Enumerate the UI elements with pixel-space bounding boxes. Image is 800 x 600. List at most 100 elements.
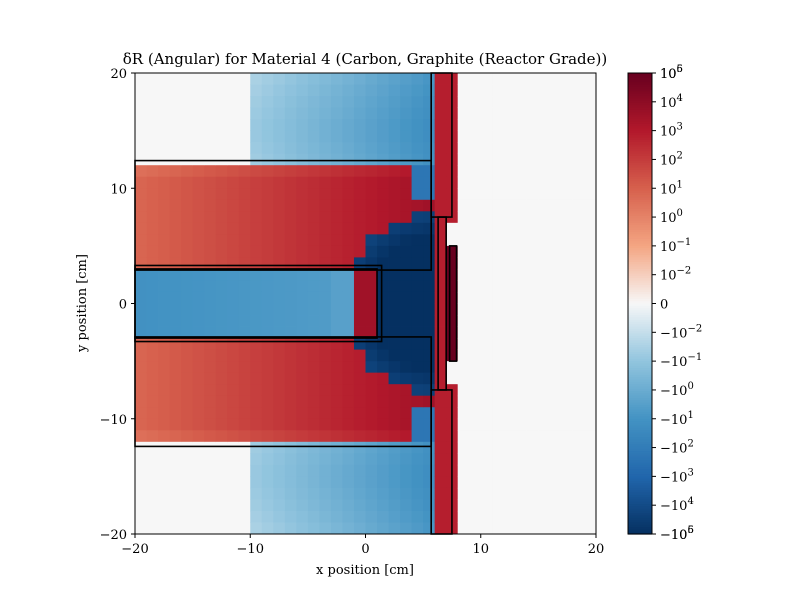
colorbar-segment bbox=[628, 165, 652, 169]
heatmap-cell bbox=[446, 245, 459, 258]
colorbar-segment bbox=[628, 480, 652, 484]
heatmap-cell bbox=[330, 119, 343, 132]
heatmap-cell bbox=[273, 303, 286, 316]
heatmap-cell bbox=[284, 326, 297, 339]
heatmap-cell bbox=[135, 222, 147, 235]
heatmap-cell bbox=[503, 303, 516, 316]
heatmap-cell bbox=[400, 96, 412, 108]
heatmap-cell bbox=[238, 418, 251, 431]
heatmap-cell bbox=[342, 222, 355, 235]
heatmap-cell bbox=[158, 199, 170, 212]
x-tick-label: −20 bbox=[121, 542, 148, 557]
heatmap-cell bbox=[284, 430, 297, 443]
heatmap-cell bbox=[238, 268, 251, 281]
colorbar-segment bbox=[628, 215, 652, 219]
heatmap-cell bbox=[192, 303, 205, 316]
colorbar-segment bbox=[628, 499, 652, 503]
heatmap-cell bbox=[480, 84, 493, 97]
heatmap-cell bbox=[146, 395, 159, 408]
heatmap-cell bbox=[377, 153, 389, 166]
heatmap-cell bbox=[388, 510, 401, 523]
heatmap-cell bbox=[330, 361, 343, 374]
heatmap-cell bbox=[400, 291, 412, 304]
heatmap-cell bbox=[526, 303, 539, 316]
heatmap-cell bbox=[538, 510, 551, 523]
heatmap-cell bbox=[377, 361, 389, 374]
heatmap-cell bbox=[307, 407, 320, 420]
heatmap-cell bbox=[227, 211, 240, 224]
heatmap-cell bbox=[135, 73, 147, 85]
heatmap-cell bbox=[492, 453, 505, 466]
heatmap-cell bbox=[273, 73, 286, 85]
heatmap-cell bbox=[169, 188, 182, 201]
heatmap-cell bbox=[250, 499, 263, 512]
heatmap-cell bbox=[192, 130, 205, 143]
heatmap-cell bbox=[250, 361, 263, 374]
heatmap-cell bbox=[377, 315, 389, 327]
colorbar-segment bbox=[628, 82, 652, 86]
heatmap-cell bbox=[411, 303, 424, 316]
heatmap-cell bbox=[169, 372, 182, 385]
heatmap-cell bbox=[434, 453, 447, 466]
colorbar-segment bbox=[628, 197, 652, 201]
heatmap-cell bbox=[227, 476, 240, 489]
heatmap-cell bbox=[469, 119, 482, 132]
heatmap-cell bbox=[181, 199, 194, 212]
heatmap-cell bbox=[169, 73, 182, 85]
heatmap-cell bbox=[572, 487, 585, 500]
heatmap-cell bbox=[284, 234, 297, 247]
heatmap-cell bbox=[342, 245, 355, 258]
heatmap-cell bbox=[411, 372, 424, 385]
heatmap-cell bbox=[307, 188, 320, 201]
colorbar-segment bbox=[628, 490, 652, 494]
heatmap-cell bbox=[192, 107, 205, 120]
heatmap-cell bbox=[411, 395, 424, 408]
heatmap-cell bbox=[480, 257, 493, 270]
heatmap-cell bbox=[434, 441, 447, 454]
heatmap-cell bbox=[492, 176, 505, 189]
heatmap-cell bbox=[296, 395, 309, 408]
heatmap-cell bbox=[284, 142, 297, 155]
heatmap-cell bbox=[423, 176, 436, 189]
heatmap-cell bbox=[319, 96, 332, 108]
heatmap-cell bbox=[480, 407, 493, 420]
colorbar-segment bbox=[628, 259, 652, 263]
heatmap-cell bbox=[273, 453, 286, 466]
heatmap-cell bbox=[434, 73, 447, 85]
heatmap-cell bbox=[469, 384, 482, 397]
heatmap-cell bbox=[365, 257, 378, 270]
heatmap-cell bbox=[215, 418, 228, 431]
heatmap-cell bbox=[457, 395, 470, 408]
heatmap-cell bbox=[192, 165, 205, 178]
region-outline bbox=[448, 245, 458, 362]
heatmap-cell bbox=[353, 407, 366, 420]
heatmap-cell bbox=[549, 499, 562, 512]
heatmap-cell bbox=[250, 257, 263, 270]
heatmap-cell bbox=[492, 349, 505, 362]
heatmap-cell bbox=[135, 130, 147, 143]
heatmap-cell bbox=[215, 441, 228, 454]
heatmap-cell bbox=[457, 211, 470, 224]
colorbar-segment bbox=[628, 409, 652, 413]
heatmap-cell bbox=[204, 453, 217, 466]
heatmap-cell bbox=[526, 326, 539, 339]
heatmap-cell bbox=[365, 303, 378, 316]
heatmap-cell bbox=[204, 476, 217, 489]
heatmap-cell bbox=[215, 315, 228, 327]
colorbar-segment bbox=[628, 344, 652, 348]
heatmap-cell bbox=[584, 487, 597, 500]
heatmap-cell bbox=[250, 280, 263, 293]
heatmap-cell bbox=[146, 176, 159, 189]
colorbar-segment bbox=[628, 347, 652, 351]
heatmap-cell bbox=[503, 107, 516, 120]
heatmap-cell bbox=[515, 268, 528, 281]
heatmap-cell bbox=[250, 384, 263, 397]
heatmap-cell bbox=[342, 142, 355, 155]
heatmap-cell bbox=[204, 315, 217, 327]
heatmap-cell bbox=[400, 222, 412, 235]
colorbar-segment bbox=[628, 84, 652, 88]
heatmap-cell bbox=[411, 291, 424, 304]
heatmap-cell bbox=[538, 499, 551, 512]
heatmap-cell bbox=[215, 510, 228, 523]
heatmap-cell bbox=[377, 407, 389, 420]
